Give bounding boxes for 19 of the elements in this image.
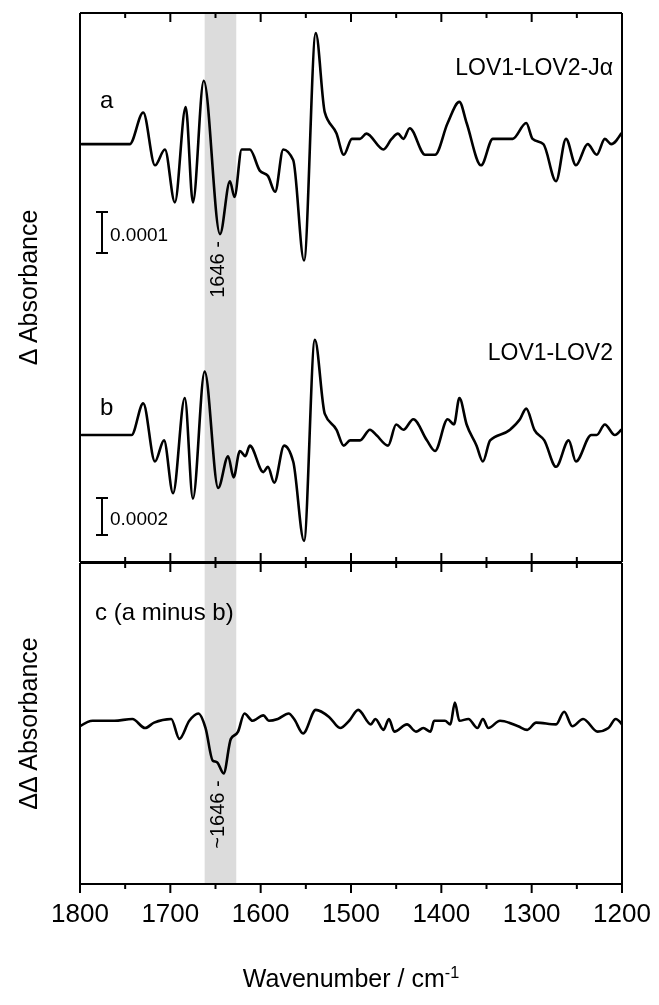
- x-tick-label: 1500: [322, 897, 380, 928]
- annotation: b: [100, 393, 114, 420]
- annotation: 1646 -: [206, 241, 229, 298]
- annotation: LOV1-LOV2-Jα: [455, 54, 613, 80]
- x-tick-label: 1400: [412, 897, 471, 928]
- x-tick-label: 1300: [502, 897, 561, 928]
- x-tick-label: 1600: [231, 897, 290, 928]
- x-axis-title: Wavenumber / cm$^{-1}$: [242, 963, 460, 992]
- annotation: 0.0002: [110, 508, 169, 529]
- x-tick-label: 1700: [141, 897, 200, 928]
- text: c (a minus b): [95, 598, 234, 625]
- y-axis-title: Δ Absorbance: [13, 209, 42, 366]
- annotation: 0.0001: [110, 224, 169, 245]
- annotation: LOV1-LOV2: [487, 339, 613, 365]
- annotation: a: [100, 86, 114, 113]
- x-tick-label: 1200: [593, 897, 651, 928]
- annotation: ~1646 -: [206, 780, 229, 849]
- y-axis-title: ΔΔ Absorbance: [13, 637, 42, 810]
- x-tick-label: 1800: [51, 897, 109, 928]
